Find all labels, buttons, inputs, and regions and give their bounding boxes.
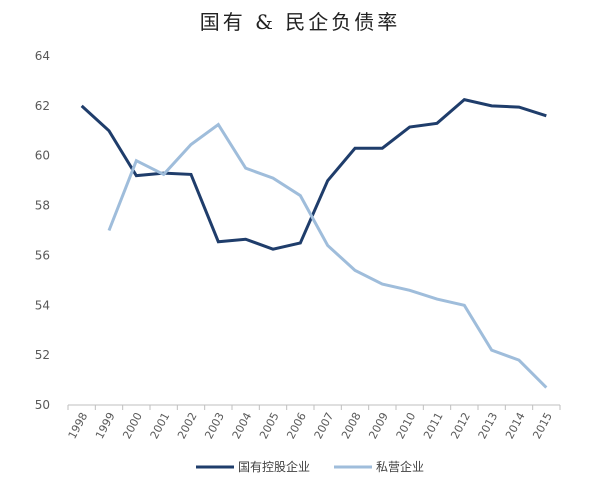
- x-tick-label-3: 2001: [148, 410, 173, 441]
- y-tick-label-7: 64: [35, 49, 50, 63]
- y-tick-label-6: 62: [35, 99, 50, 113]
- x-tick-label-17: 2015: [530, 410, 555, 441]
- x-tick-label-1: 1999: [93, 410, 118, 441]
- x-tick-label-14: 2012: [448, 410, 473, 441]
- x-tick-label-8: 2006: [284, 410, 309, 441]
- x-tick-label-5: 2003: [202, 410, 227, 441]
- x-tick-label-15: 2013: [476, 410, 501, 441]
- series-line-1: [107, 122, 548, 389]
- y-tick-label-4: 58: [35, 199, 50, 213]
- x-tick-label-9: 2007: [312, 410, 337, 441]
- x-tick-label-10: 2008: [339, 410, 364, 441]
- y-tick-label-3: 56: [35, 248, 50, 262]
- x-tick-label-11: 2009: [366, 410, 391, 441]
- chart-title: 国有 & 民企负债率: [199, 10, 401, 34]
- x-tick-label-16: 2014: [503, 410, 528, 441]
- x-tick-label-7: 2005: [257, 410, 282, 441]
- x-tick-label-0: 1998: [66, 410, 91, 441]
- x-tick-label-2: 2000: [120, 410, 145, 441]
- x-tick-label-13: 2011: [421, 410, 446, 441]
- legend-label-0: 国有控股企业: [238, 459, 310, 474]
- y-tick-label-5: 60: [35, 149, 50, 163]
- x-tick-label-4: 2002: [175, 410, 200, 441]
- y-tick-label-1: 52: [35, 348, 50, 362]
- x-tick-label-6: 2004: [230, 410, 255, 441]
- y-tick-label-0: 50: [35, 398, 50, 412]
- y-tick-label-2: 54: [35, 298, 50, 312]
- x-tick-label-12: 2010: [394, 410, 419, 441]
- legend-label-1: 私营企业: [376, 459, 424, 474]
- series-line-0: [80, 97, 547, 251]
